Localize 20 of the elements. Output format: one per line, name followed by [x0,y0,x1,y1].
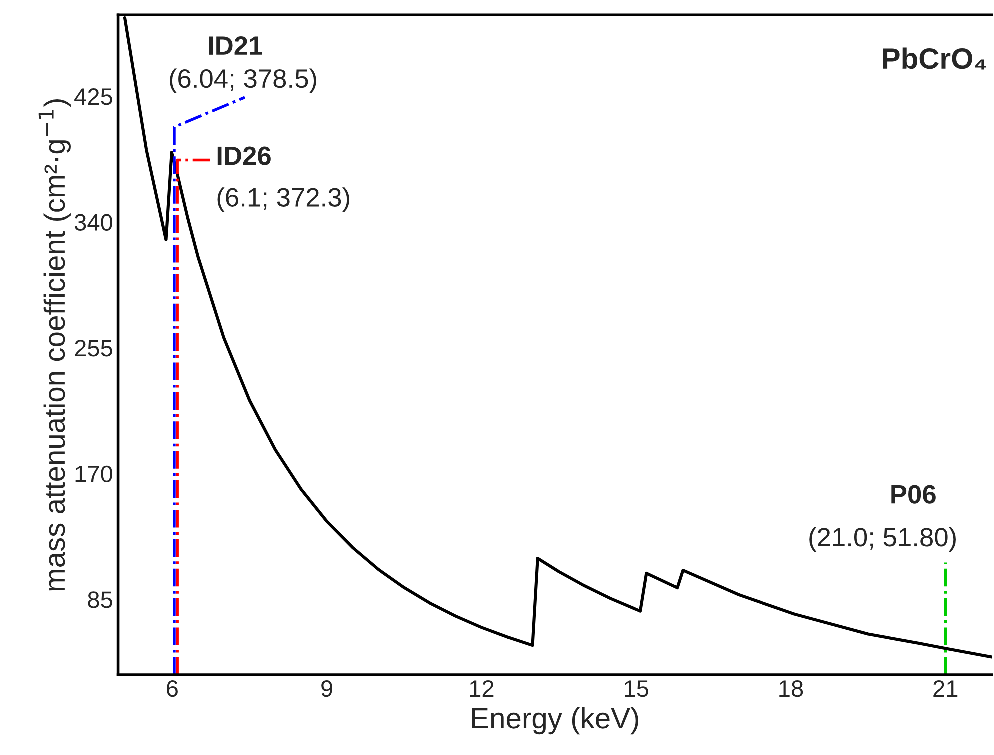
x-tick-label: 18 [780,680,804,698]
ref-line-label: P06 [892,485,936,504]
annotation: (21.0; 51.80) [810,527,956,552]
y-tick-label: 170 [76,466,113,483]
x-tick-label: 9 [322,680,332,698]
annotation: (6.1; 372.3) [218,188,350,212]
y-tick-label: 255 [75,340,112,357]
y-tick-label: 85 [88,592,112,608]
x-tick-label: 15 [625,680,648,698]
annotation: (6.04; 378.5) [170,68,316,94]
y-tick-label: 340 [74,214,113,232]
y-tick-label: 425 [74,88,112,106]
x-axis-title: Energy (keV) [472,707,638,735]
ref-line-label: ID21 [209,36,262,55]
y-axis-title: mass attenuation coefficient (cm²·g$^{−1}$) [38,100,71,591]
x-tick-label: 6 [167,680,178,698]
x-tick-label: 12 [470,680,494,697]
x-tick-label: 21 [934,680,958,697]
annotation: PbCrO₄ [883,48,986,70]
ref-line-label: ID26 [218,146,271,166]
